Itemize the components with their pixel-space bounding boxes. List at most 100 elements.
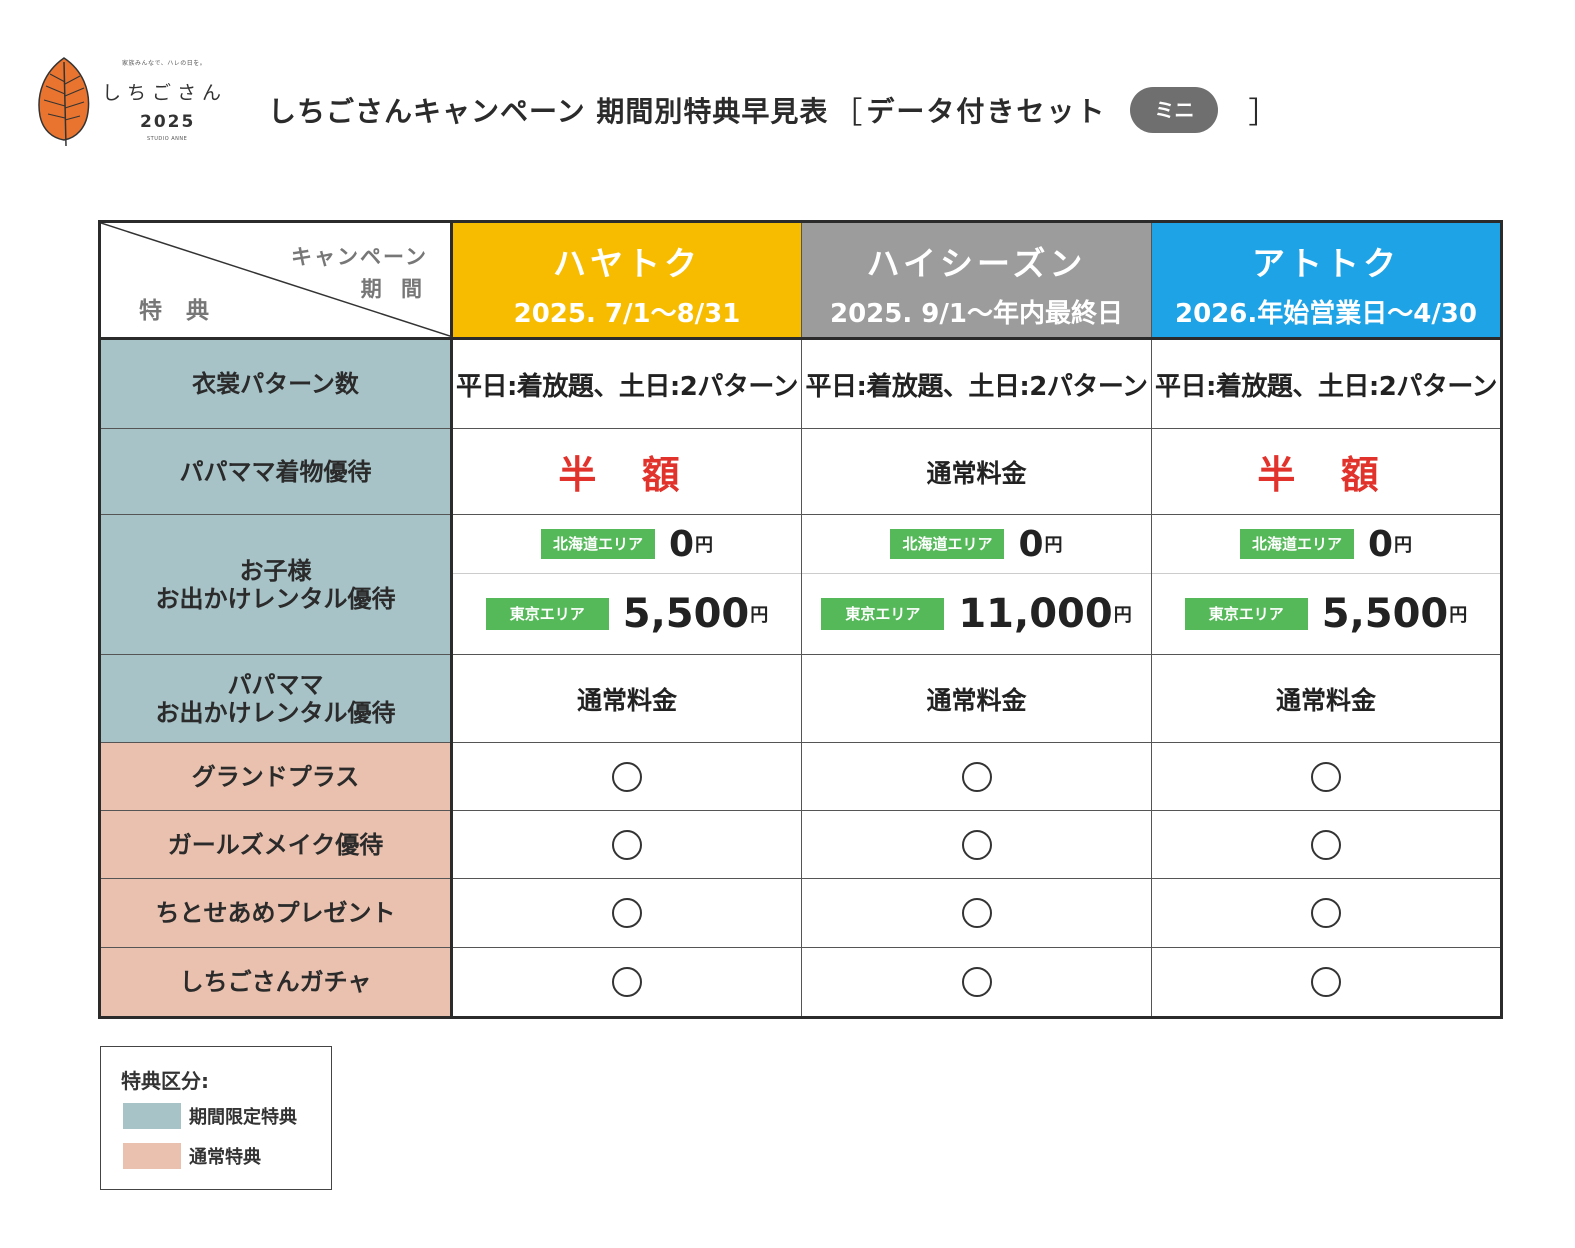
yen-unit: 円 [1113, 605, 1132, 626]
page-title: しちごさんキャンペーン 期間別特典早見表 ［ データ付きセット ミニ ］ [268, 86, 1282, 134]
row-label-gacha: しちごさんガチャ [99, 947, 453, 1018]
cell-available [1151, 878, 1502, 948]
corner-cell: キャンペーン 期 間 特 典 [99, 221, 453, 340]
tokyo-price-line: 東京エリア 11,000 円 [802, 574, 1151, 654]
mini-badge: ミニ [1130, 87, 1219, 133]
circle-mark-icon [961, 898, 992, 928]
hokkaido-area-tag: 北海道エリア [540, 529, 655, 559]
tokyo-price-line: 東京エリア 5,500 円 [1152, 574, 1500, 654]
tokyo-area-tag: 東京エリア [821, 598, 945, 630]
cell-available [801, 947, 1152, 1018]
yen-unit: 円 [1449, 605, 1468, 626]
cell-available [451, 878, 802, 948]
cell-available [801, 742, 1152, 811]
hokkaido-area-tag: 北海道エリア [1239, 529, 1354, 559]
corner-benefit-label: 特 典 [139, 298, 218, 324]
cell-costume-value: 平日:着放題、土日:2パターン [451, 338, 802, 429]
legend: 特典区分: 期間限定特典 通常特典 [100, 1046, 332, 1190]
cell-half-price: 半 額 [451, 428, 802, 515]
title-bracket-close: ］ [1248, 96, 1279, 131]
row-label-child-rental: お子様 お出かけレンタル優待 [99, 514, 453, 655]
tokyo-price-line: 東京エリア 5,500 円 [453, 574, 801, 654]
table-row-girls-make: ガールズメイク優待 [99, 810, 1502, 879]
campaign-name: アトトク [1252, 243, 1400, 283]
cell-available [451, 947, 802, 1018]
circle-mark-icon [1311, 829, 1341, 860]
cell-available [801, 810, 1152, 879]
row-label-girls-make: ガールズメイク優待 [99, 810, 453, 879]
tokyo-area-tag: 東京エリア [1184, 598, 1308, 630]
table-row-gacha: しちごさんガチャ [99, 947, 1502, 1018]
campaign-period: 2026.年始営業日～4/30 [1174, 298, 1477, 329]
legend-item-regular: 通常特典 [123, 1143, 261, 1169]
cell-available [1151, 810, 1502, 879]
cell-half-price: 半 額 [1151, 428, 1502, 515]
circle-mark-icon [961, 761, 992, 792]
row-label-parent-kimono: パパママ着物優待 [99, 428, 453, 515]
row-label-chitose: ちとせあめプレゼント [99, 878, 453, 948]
row-label-line: お子様 [239, 556, 312, 585]
yen-unit: 円 [695, 535, 714, 556]
campaign-header-hayatoku: ハヤトク 2025. 7/1～8/31 [451, 221, 802, 340]
cell-available [451, 742, 802, 811]
circle-mark-icon [961, 967, 992, 997]
yen-unit: 円 [1394, 535, 1413, 556]
table-row-chitose: ちとせあめプレゼント [99, 878, 1502, 948]
campaign-name: ハヤトク [553, 243, 701, 283]
cell-available [801, 878, 1152, 948]
cell-available [1151, 947, 1502, 1018]
cell-normal-price: 通常料金 [1151, 654, 1502, 743]
cell-normal-price: 通常料金 [801, 654, 1152, 743]
row-label-grand-plus: グランドプラス [99, 742, 453, 811]
logo-year: 2025 [140, 112, 196, 132]
hokkaido-area-tag: 北海道エリア [890, 529, 1005, 559]
benefits-table: キャンペーン 期 間 特 典 ハヤトク 2025. 7/1～8/31 ハイシーズ… [98, 220, 1503, 1019]
campaign-period: 2025. 9/1～年内最終日 [830, 298, 1123, 329]
row-label-line: パパママ [227, 670, 324, 699]
yen-unit: 円 [750, 605, 769, 626]
table-row-costume: 衣裳パターン数 平日:着放題、土日:2パターン 平日:着放題、土日:2パターン … [99, 338, 1502, 429]
table-row-grand-plus: グランドプラス [99, 742, 1502, 811]
logo-tagline: 家族みんなで、ハレの日を。 [122, 60, 207, 67]
title-main: しちごさんキャンペーン 期間別特典早見表 [268, 95, 829, 128]
cell-available [1151, 742, 1502, 811]
logo: 家族みんなで、ハレの日を。 しちごさん 2025 STUDIO ANNE [34, 50, 244, 150]
legend-swatch [123, 1103, 181, 1129]
table-row-parent-rental: パパママ お出かけレンタル優待 通常料金 通常料金 通常料金 [99, 654, 1502, 743]
circle-mark-icon [1311, 898, 1341, 928]
legend-title: 特典区分: [121, 1069, 209, 1093]
corner-campaign-label: キャンペーン [291, 245, 428, 269]
corner-period-label: 期 間 [360, 277, 428, 301]
hokkaido-price: 0 [1367, 523, 1394, 565]
legend-label: 期間限定特典 [189, 1107, 297, 1128]
circle-mark-icon [961, 829, 992, 860]
title-set-label: データ付きセット [866, 95, 1107, 128]
header-row: キャンペーン 期 間 特 典 ハヤトク 2025. 7/1～8/31 ハイシーズ… [99, 221, 1502, 340]
campaign-header-atotoku: アトトク 2026.年始営業日～4/30 [1151, 221, 1502, 340]
leaf-icon [38, 57, 90, 147]
hokkaido-price: 0 [1018, 523, 1044, 565]
legend-item-limited: 期間限定特典 [123, 1103, 297, 1129]
cell-costume-value: 平日:着放題、土日:2パターン [801, 338, 1152, 429]
hokkaido-price: 0 [668, 523, 695, 565]
campaign-header-highseason: ハイシーズン 2025. 9/1～年内最終日 [801, 221, 1152, 340]
table-row-parent-kimono: パパママ着物優待 半 額 通常料金 半 額 [99, 428, 1502, 515]
circle-mark-icon [1311, 761, 1341, 792]
logo-sub: STUDIO ANNE [147, 136, 188, 142]
circle-mark-icon [612, 898, 642, 928]
legend-swatch [123, 1143, 181, 1169]
cell-normal-price: 通常料金 [801, 428, 1152, 515]
title-bracket-open: ［ [832, 96, 863, 131]
tokyo-price: 5,500 [1321, 591, 1449, 637]
circle-mark-icon [612, 967, 642, 997]
row-label-parent-rental: パパママ お出かけレンタル優待 [99, 654, 453, 743]
tokyo-area-tag: 東京エリア [485, 598, 609, 630]
tokyo-price: 11,000 [958, 591, 1113, 637]
